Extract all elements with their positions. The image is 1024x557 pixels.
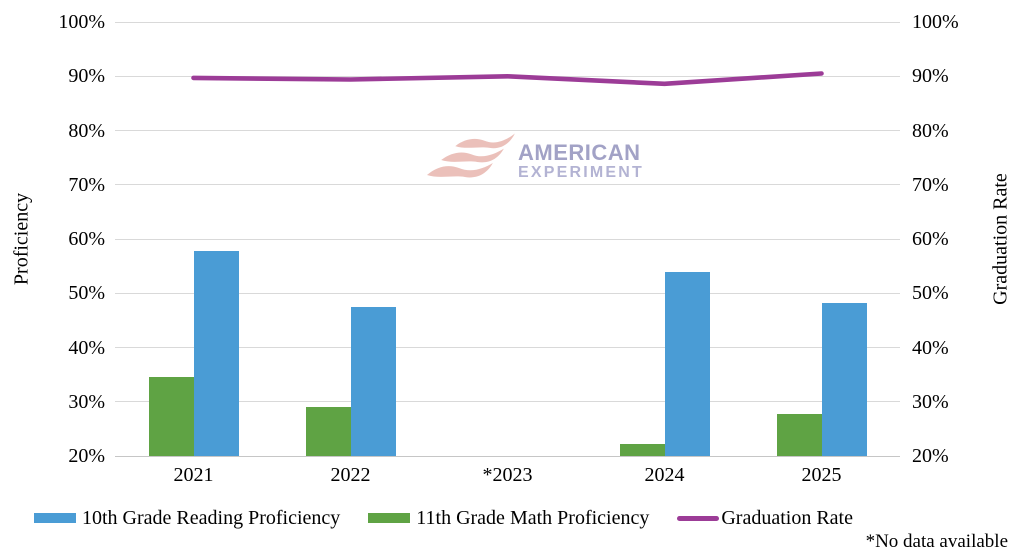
gridline: [115, 75, 900, 77]
right-axis-title: Graduation Rate: [989, 173, 1012, 305]
bar-10th-grade-reading-proficiency: [350, 307, 396, 456]
right-axis-tick-label: 80%: [912, 119, 949, 142]
legend-item-10th-grade-reading-proficiency: 10th Grade Reading Proficiency: [34, 507, 340, 530]
legend-item-11th-grade-math-proficiency: 11th Grade Math Proficiency: [368, 507, 649, 530]
left-axis-tick-label: 20%: [68, 445, 105, 467]
bar-11th-grade-math-proficiency: [148, 377, 194, 456]
legend-label: Graduation Rate: [721, 506, 853, 529]
left-axis-title: Proficiency: [10, 192, 33, 286]
right-axis-tick-label: 50%: [912, 282, 949, 305]
x-axis-label-2024: 2024: [644, 464, 685, 486]
left-axis-tick-label: 100%: [58, 11, 105, 33]
left-axis-tick-label: 90%: [68, 65, 105, 88]
legend: 10th Grade Reading Proficiency 11th Grade…: [0, 503, 1024, 533]
left-axis-tick-label: 30%: [68, 390, 105, 413]
bar-10th-grade-reading-proficiency: [193, 251, 239, 456]
legend-swatch-bar-icon: [368, 513, 411, 523]
right-axis-tick-label: 100%: [912, 11, 959, 33]
x-axis-label-2025: 2025: [801, 464, 842, 486]
gridline: [115, 347, 900, 348]
x-axis-label-2022: 2022: [330, 464, 371, 486]
american-experiment-waves-icon: [426, 133, 515, 178]
gridline: [115, 238, 900, 240]
watermark-line2: EXPERIMENT: [518, 164, 645, 181]
gridline: [115, 292, 900, 294]
left-axis-tick-label: 60%: [68, 228, 105, 250]
left-axis-tick-label: 40%: [68, 336, 105, 359]
bar-10th-grade-reading-proficiency: [664, 272, 710, 456]
left-axis-tick-label: 50%: [68, 282, 105, 305]
gridline: [115, 130, 900, 131]
right-axis-tick-label: 60%: [912, 228, 949, 250]
right-axis-tick-label: 40%: [912, 336, 949, 359]
gridline: [115, 455, 900, 457]
watermark: AMERICAN EXPERIMENT: [425, 131, 642, 189]
bar-10th-grade-reading-proficiency: [821, 303, 867, 456]
gridline: [115, 21, 900, 23]
right-axis-tick-label: 70%: [912, 173, 949, 196]
x-axis-label-2021: 2021: [173, 464, 214, 486]
bar-11th-grade-math-proficiency: [776, 413, 822, 456]
legend-item-graduation-rate: Graduation Rate: [677, 507, 853, 530]
left-axis-tick-label: 80%: [68, 119, 105, 142]
bar-11th-grade-math-proficiency: [305, 406, 351, 456]
right-axis-tick-label: 30%: [912, 390, 949, 413]
bar-11th-grade-math-proficiency: [619, 444, 665, 456]
legend-label: 10th Grade Reading Proficiency: [82, 506, 341, 529]
footnote: *No data available: [865, 531, 1008, 552]
right-axis-tick-label: 90%: [912, 65, 949, 88]
gridline: [115, 401, 900, 403]
legend-swatch-bar-icon: [34, 513, 76, 523]
legend-label: 11th Grade Math Proficiency: [416, 506, 650, 529]
gridline: [115, 184, 900, 186]
left-axis-tick-label: 70%: [68, 173, 105, 196]
legend-swatch-line-icon: [677, 515, 720, 521]
x-axis-label-2023: *2023: [482, 464, 533, 486]
watermark-text: AMERICAN EXPERIMENT: [518, 140, 645, 182]
right-axis-tick-label: 20%: [912, 445, 949, 467]
watermark-line1: AMERICAN: [518, 140, 641, 165]
